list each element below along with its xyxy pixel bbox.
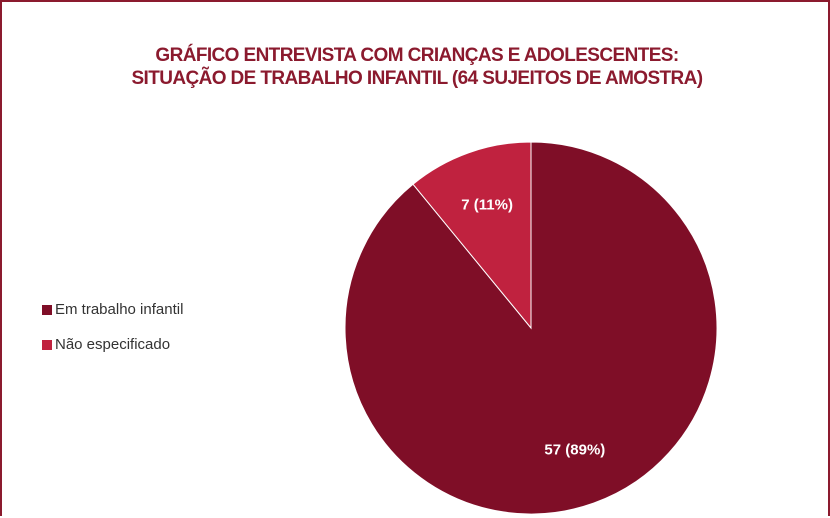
data-label: 7 (11%) [461, 196, 513, 213]
data-label: 57 (89%) [544, 442, 605, 459]
pie-slice [412, 141, 532, 330]
legend-label: Não especificado [55, 336, 170, 353]
chart-title: GRÁFICO ENTREVISTA COM CRIANÇAS E ADOLES… [131, 45, 703, 89]
legend-swatch [42, 305, 52, 315]
legend-label: Em trabalho infantil [55, 301, 183, 318]
legend-swatch [42, 340, 52, 350]
